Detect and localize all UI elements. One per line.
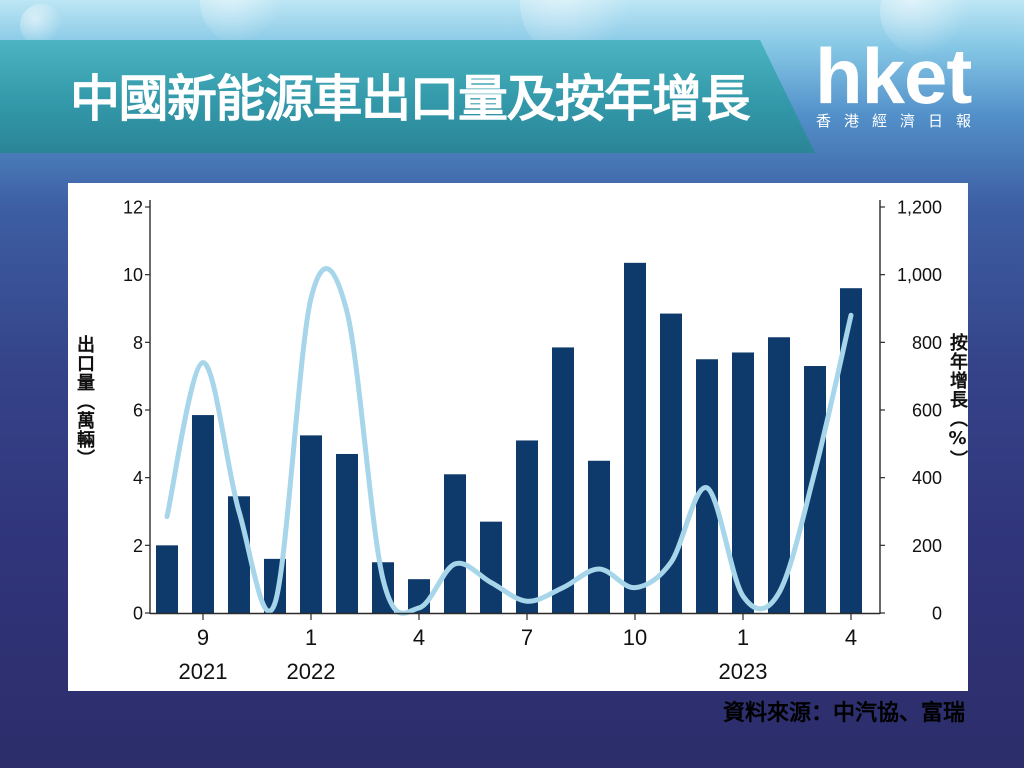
x-tick-label: 7 [521, 625, 533, 650]
y-tick-label: 8 [133, 333, 143, 353]
bar [660, 313, 682, 613]
bar [444, 474, 466, 613]
logo-brand-text: hket [815, 32, 972, 120]
title-banner [0, 40, 815, 153]
bar [804, 366, 826, 613]
x-tick-label: 10 [623, 625, 647, 650]
y2-tick-label: 1,200 [897, 198, 942, 218]
x-tick-label: 1 [305, 625, 317, 650]
logo-tagline: 香港經濟日報 [816, 112, 985, 130]
x-tick-label: 1 [737, 625, 749, 650]
bar [552, 347, 574, 613]
x-tick-label: 4 [845, 625, 857, 650]
y-tick-label: 0 [133, 604, 143, 624]
bar [336, 453, 358, 613]
bar [192, 415, 214, 613]
y-tick-label: 12 [123, 198, 143, 218]
y2-tick-label: 1,000 [897, 265, 942, 285]
bar [300, 435, 322, 613]
bar [480, 521, 502, 613]
year-label: 2021 [179, 659, 228, 684]
y-tick-label: 10 [123, 265, 143, 285]
left-axis-label: 出口量（萬輛） [74, 335, 95, 468]
y-tick-label: 6 [133, 401, 143, 421]
x-tick-label: 4 [413, 625, 425, 650]
bar [156, 545, 178, 613]
bar [516, 440, 538, 613]
year-label: 2023 [719, 659, 768, 684]
bar [624, 262, 646, 613]
year-label: 2022 [287, 659, 336, 684]
growth-line-series [164, 266, 854, 616]
y2-tick-label: 0 [932, 604, 942, 624]
y-tick-label: 4 [133, 468, 143, 488]
yoy-growth-line [164, 266, 854, 616]
bar [732, 352, 754, 613]
right-axis-label: 按年增長（%） [947, 333, 968, 469]
y2-tick-label: 600 [912, 401, 942, 421]
bar-series [156, 262, 862, 613]
y-tick-label: 2 [133, 536, 143, 556]
bar [768, 337, 790, 613]
y2-tick-label: 800 [912, 333, 942, 353]
source-note: 資料來源：中汽協、富瑞 [722, 701, 965, 726]
bar [588, 460, 610, 613]
bar [840, 288, 862, 613]
x-tick-label: 9 [197, 625, 209, 650]
axis-ticks: 0 2 4 6 8 10 12 0 200 400 600 800 1,000 1,200 9 1 4 7 10 1 4… [123, 198, 942, 685]
y2-tick-label: 200 [912, 536, 942, 556]
y2-tick-label: 400 [912, 468, 942, 488]
chart-title: 中國新能源車出口量及按年增長 [70, 70, 751, 128]
bubble-decoration [20, 4, 62, 46]
